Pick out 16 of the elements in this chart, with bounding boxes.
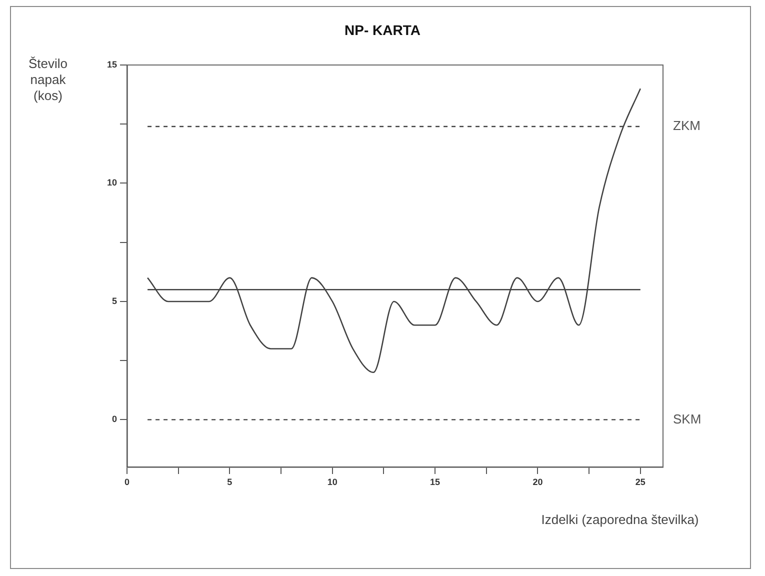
- x-tick-label: 15: [430, 476, 440, 487]
- x-tick-label: 0: [124, 476, 130, 487]
- y-tick-label: 5: [112, 296, 117, 306]
- x-tick-label: 25: [635, 476, 646, 487]
- y-tick-label: 0: [112, 414, 117, 424]
- y-axis-title: Število napak (kos): [27, 56, 69, 104]
- x-tick-label: 10: [327, 476, 338, 487]
- ref-line-label: ZKM: [673, 118, 700, 134]
- y-tick-label: 10: [106, 178, 117, 188]
- chart-title: NP- KARTA: [344, 22, 422, 38]
- line-series: [146, 88, 642, 374]
- x-axis-title: Izdelki (zaporedna številka): [540, 512, 700, 527]
- ref-line-label: SKM: [673, 411, 702, 426]
- y-tick-label: 15: [106, 59, 117, 70]
- x-tick-label: 20: [532, 476, 543, 487]
- x-tick-label: 5: [227, 476, 232, 487]
